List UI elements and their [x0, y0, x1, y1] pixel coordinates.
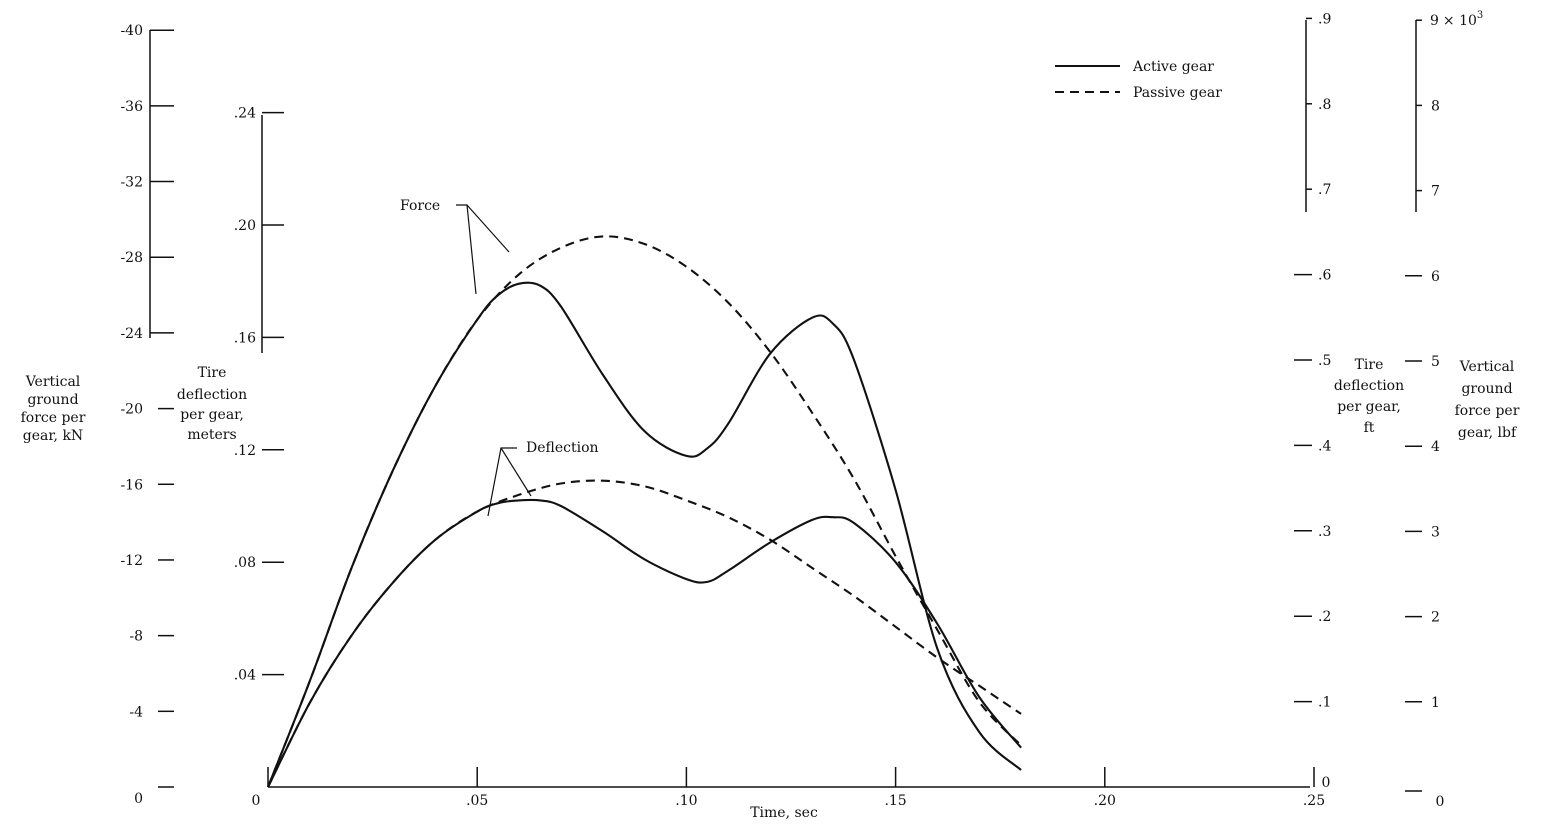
deflection-ft-tick-label: .4: [1318, 438, 1331, 454]
deflection-ft-tick-label: .8: [1318, 97, 1331, 113]
force-kN-tick-label: -12: [120, 553, 143, 569]
force-passive-curve: [267, 235, 1022, 788]
force-annotation-label: Force: [400, 198, 440, 214]
force-annotation: Force: [400, 198, 510, 295]
force-kN-tick-label: 0: [134, 791, 143, 807]
force-kN-tick-label: -8: [129, 629, 143, 645]
deflection-annotation: Deflection: [487, 440, 599, 517]
time-tick-label: .20: [1094, 793, 1116, 809]
deflection-ft-axis-title: Tire deflection per gear, ft: [1334, 357, 1404, 436]
deflection-annotation-leader: [500, 447, 532, 497]
legend-label-passive: Passive gear: [1133, 85, 1222, 101]
deflection-ft-axis-title-line: ft: [1364, 420, 1375, 436]
force-kN-axis: 0 -4 -8 -12 -16 -20 -24 -28 -32 -36 -40: [120, 23, 174, 807]
time-tick-label: .15: [884, 793, 906, 809]
deflection-m-axis-title-line: meters: [187, 427, 236, 443]
force-lbf-axis-title-line: force per: [1455, 403, 1520, 419]
force-lbf-tick-label: 0: [1436, 794, 1445, 810]
time-axis-label: Time, sec: [750, 805, 818, 821]
force-kN-axis-title-line: gear, kN: [23, 428, 83, 444]
deflection-m-axis: .04 .08 .12 .16 .20 .24: [234, 106, 284, 684]
force-lbf-tick-label: 5: [1431, 354, 1440, 370]
legend-label-active: Active gear: [1132, 59, 1214, 75]
deflection-ft-axis-title-line: deflection: [1334, 378, 1404, 394]
deflection-annotation-label: Deflection: [526, 440, 599, 456]
legend: Active gear Passive gear: [1055, 59, 1222, 101]
deflection-m-tick-label: .16: [234, 330, 256, 346]
deflection-ft-tick-label: .5: [1318, 353, 1331, 369]
force-lbf-tick-label: 3: [1431, 524, 1440, 540]
deflection-ft-tick-label: .9: [1318, 11, 1331, 27]
force-kN-tick-label: -16: [120, 477, 143, 493]
deflection-ft-tick-label: .6: [1318, 268, 1331, 284]
deflection-m-tick-label: .04: [234, 668, 256, 684]
force-annotation-leader: [456, 204, 477, 295]
time-tick-label: .10: [675, 793, 697, 809]
force-kN-axis-title-line: force per: [21, 410, 86, 426]
force-lbf-tick-label: 4: [1431, 439, 1440, 455]
deflection-m-axis-title: Tire deflection per gear, meters: [177, 365, 247, 443]
force-lbf-axis-title-line: ground: [1461, 381, 1512, 397]
force-active-curve: [267, 281, 1022, 788]
deflection-m-tick-label: .12: [234, 443, 256, 459]
deflection-m-axis-title-line: deflection: [177, 387, 247, 403]
time-tick-label: .05: [466, 793, 488, 809]
force-lbf-tick-label: 2: [1431, 610, 1440, 626]
force-lbf-multiplier: 9 × 103: [1430, 10, 1483, 29]
deflection-ft-axis-title-line: Tire: [1355, 357, 1384, 373]
force-kN-tick-label: -40: [120, 23, 143, 39]
force-kN-axis-title-line: ground: [27, 392, 78, 408]
force-lbf-tick-label: 1: [1431, 695, 1440, 711]
deflection-m-axis-title-line: per gear,: [180, 407, 244, 423]
force-kN-tick-label: -28: [120, 250, 143, 266]
time-tick-label: .25: [1303, 793, 1325, 809]
force-lbf-axis: 0 1 2 3 4 5 6 7 8: [1405, 19, 1445, 810]
force-lbf-tick-label: 6: [1431, 269, 1440, 285]
deflection-active-curve: [267, 498, 1022, 788]
force-annotation-leader: [466, 204, 510, 253]
force-lbf-tick-label: 7: [1431, 184, 1440, 200]
force-lbf-axis-title-line: gear, lbf: [1458, 425, 1518, 441]
force-lbf-multiplier-base: 9: [1430, 13, 1439, 29]
force-lbf-multiplier-text: × 10: [1443, 13, 1477, 29]
deflection-ft-tick-label: .1: [1318, 695, 1331, 711]
deflection-ft-tick-label: .2: [1318, 609, 1331, 625]
force-kN-tick-label: -36: [120, 99, 143, 115]
deflection-passive-curve: [267, 479, 1022, 788]
force-lbf-multiplier-exponent: 3: [1477, 10, 1483, 21]
force-lbf-tick-label: 8: [1431, 98, 1440, 114]
deflection-ft-tick-label: 0: [1322, 775, 1331, 791]
deflection-m-axis-title-line: Tire: [198, 365, 227, 381]
force-kN-axis-title: Vertical ground force per gear, kN: [21, 374, 86, 444]
force-kN-tick-label: -20: [120, 402, 143, 418]
deflection-ft-tick-label: .3: [1318, 524, 1331, 540]
plot-curves: [267, 235, 1022, 788]
deflection-ft-axis-title-line: per gear,: [1337, 399, 1401, 415]
deflection-m-tick-label: .08: [234, 555, 256, 571]
time-tick-label: 0: [252, 793, 261, 809]
deflection-m-tick-label: .20: [234, 218, 256, 234]
deflection-ft-tick-label: .7: [1318, 182, 1331, 198]
force-kN-axis-title-line: Vertical: [25, 374, 81, 390]
deflection-m-tick-label: .24: [234, 106, 256, 122]
time-axis: 0 .05 .10 .15 .20 .25: [252, 767, 1325, 809]
deflection-ft-axis: 0 .1 .2 .3 .4 .5 .6 .7 .8 .9: [1294, 11, 1331, 791]
force-kN-tick-label: -24: [120, 326, 143, 342]
force-kN-tick-label: -4: [129, 704, 143, 720]
force-lbf-axis-title: Vertical ground force per gear, lbf: [1455, 359, 1520, 441]
force-kN-tick-label: -32: [120, 175, 143, 191]
force-lbf-axis-title-line: Vertical: [1459, 359, 1515, 375]
